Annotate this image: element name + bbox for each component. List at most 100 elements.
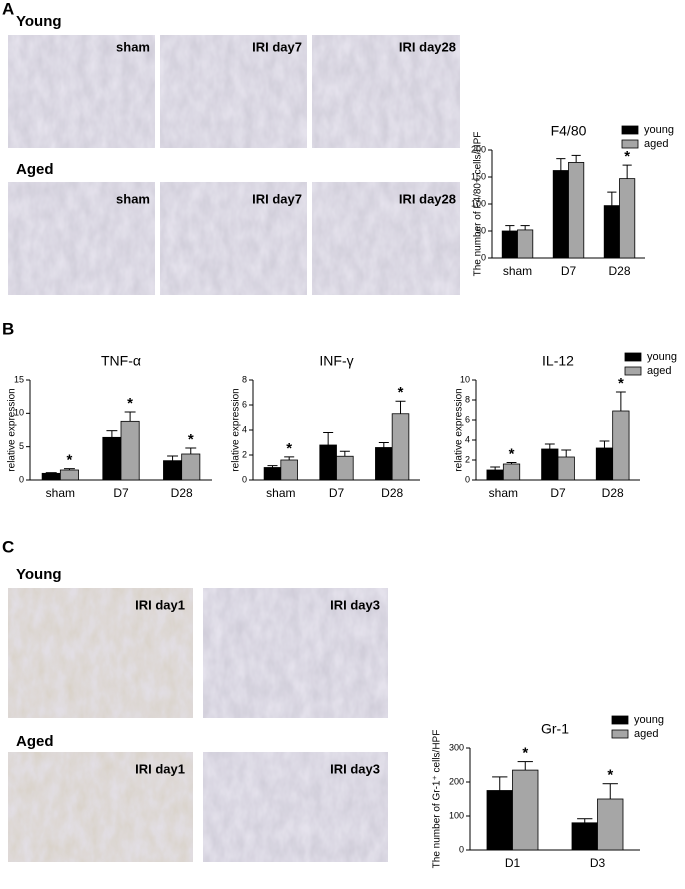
row-label: Young: [16, 566, 62, 583]
significance-marker: *: [127, 395, 133, 412]
legend-swatch: [624, 352, 642, 362]
bar: [120, 420, 140, 481]
bar: [59, 469, 79, 481]
y-tick-label: 2: [242, 449, 247, 459]
bar: [163, 460, 183, 481]
y-tick-label: 8: [242, 374, 247, 384]
bar: [502, 463, 521, 481]
image-label: IRI day1: [135, 761, 185, 776]
bar: [595, 447, 614, 481]
bar: [375, 447, 393, 481]
image-label: IRI day1: [135, 597, 185, 612]
significance-marker: *: [398, 384, 404, 401]
significance-marker: *: [509, 445, 515, 462]
bar: [263, 467, 282, 481]
micrograph: IRI day28: [312, 35, 460, 148]
x-tick-label: sham: [266, 486, 295, 500]
legend-label: young: [647, 351, 677, 363]
bar: [486, 469, 504, 481]
x-tick-label: D7: [329, 486, 345, 500]
bar: [102, 436, 122, 481]
y-tick-label: 200: [449, 776, 464, 786]
y-tick-label: 0: [481, 252, 486, 262]
legend-label: young: [644, 124, 674, 136]
bar: [391, 413, 410, 481]
legend-swatch: [621, 125, 639, 135]
legend-label: aged: [634, 728, 658, 740]
image-label: IRI day7: [252, 39, 302, 54]
row-label: Young: [16, 13, 62, 30]
bar: [557, 456, 575, 481]
x-tick-label: D1: [505, 856, 521, 870]
micrograph: IRI day3: [203, 752, 388, 862]
bar: [541, 448, 559, 481]
x-tick-label: D28: [608, 264, 630, 278]
bar: [336, 455, 354, 481]
bar: [603, 205, 620, 259]
bar: [619, 178, 636, 259]
x-tick-label: D28: [171, 486, 193, 500]
legend-label: young: [634, 714, 664, 726]
x-tick-label: sham: [489, 486, 518, 500]
bar: [597, 798, 624, 851]
bar: [517, 229, 534, 259]
micrograph: IRI day1: [8, 752, 193, 862]
legend-label: aged: [647, 365, 671, 377]
legend-label: aged: [644, 138, 668, 150]
y-tick-label: 6: [465, 414, 470, 424]
image-label: sham: [116, 191, 150, 206]
bar: [552, 170, 569, 259]
bar: [512, 769, 539, 851]
chart-title: IL-12: [542, 353, 574, 369]
micrograph: sham: [8, 182, 155, 295]
y-axis-label: relative expression: [7, 388, 18, 471]
y-tick-label: 2: [465, 454, 470, 464]
y-axis-label: The number of F4/80+ cells/HPF: [473, 132, 484, 277]
row-label: Aged: [16, 161, 54, 178]
y-tick-label: 150: [471, 171, 486, 181]
x-tick-label: sham: [46, 486, 75, 500]
y-tick-label: 100: [449, 810, 464, 820]
bar: [41, 472, 61, 481]
micrograph: IRI day28: [312, 182, 460, 295]
micrograph: IRI day7: [160, 35, 307, 148]
micrograph: sham: [8, 35, 155, 148]
micrograph: IRI day1: [8, 588, 193, 718]
legend-swatch: [611, 729, 629, 739]
x-tick-label: sham: [503, 264, 532, 278]
significance-marker: *: [522, 745, 528, 762]
legend-swatch: [621, 139, 639, 149]
chart-title: INF-γ: [319, 353, 353, 369]
image-label: IRI day7: [252, 191, 302, 206]
significance-marker: *: [624, 148, 630, 165]
micrograph: IRI day3: [203, 588, 388, 718]
chart-title: F4/80: [551, 123, 587, 139]
y-tick-label: 10: [460, 374, 470, 384]
x-tick-label: D7: [113, 486, 129, 500]
image-label: IRI day28: [399, 39, 456, 54]
legend-swatch: [624, 366, 642, 376]
significance-marker: *: [607, 767, 613, 784]
y-tick-label: 6: [242, 399, 247, 409]
significance-marker: *: [286, 440, 292, 457]
bar: [571, 822, 598, 851]
y-tick-label: 0: [242, 474, 247, 484]
y-tick-label: 8: [465, 394, 470, 404]
y-tick-label: 10: [14, 408, 24, 418]
y-axis-label: relative expression: [231, 388, 242, 471]
bar: [501, 230, 518, 259]
significance-marker: *: [618, 375, 624, 392]
image-label: IRI day3: [330, 597, 380, 612]
bar: [568, 162, 585, 259]
y-tick-label: 200: [471, 144, 486, 154]
chart-title: TNF-α: [101, 353, 141, 369]
bar: [612, 410, 630, 481]
bar: [319, 444, 337, 481]
y-tick-label: 0: [465, 474, 470, 484]
x-tick-label: D28: [381, 486, 403, 500]
image-label: IRI day28: [399, 191, 456, 206]
chart-title: Gr-1: [541, 721, 569, 737]
y-tick-label: 15: [14, 374, 24, 384]
x-tick-label: D7: [561, 264, 577, 278]
